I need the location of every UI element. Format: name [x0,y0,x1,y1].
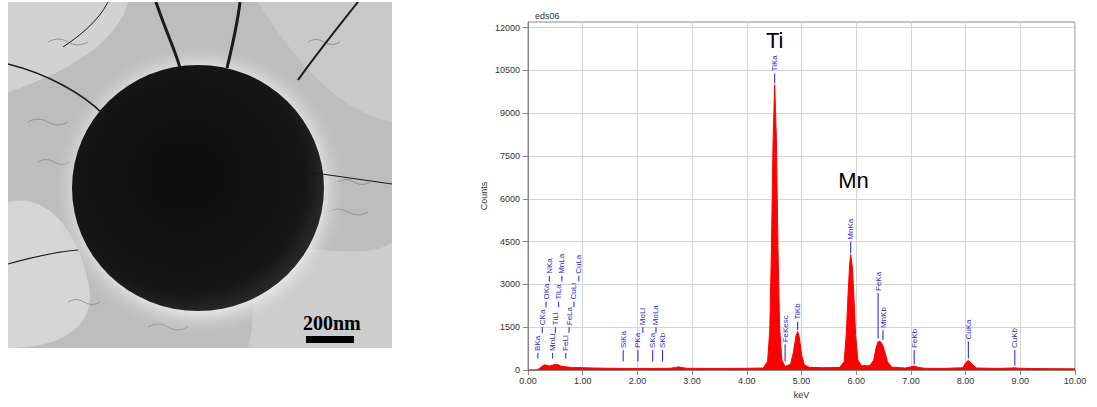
svg-text:7.00: 7.00 [902,376,920,386]
svg-text:CuLl: CuLl [569,283,578,300]
svg-text:4500: 4500 [500,237,520,247]
svg-text:3000: 3000 [500,279,520,289]
svg-text:FeKa: FeKa [874,271,883,291]
svg-text:CKa: CKa [538,309,547,325]
svg-text:Ti: Ti [766,28,784,53]
svg-text:CuKa: CuKa [964,319,973,340]
svg-text:SiKa: SiKa [619,331,628,348]
svg-text:200nm: 200nm [303,312,361,334]
svg-text:CuKb: CuKb [1010,327,1019,348]
svg-text:0.00: 0.00 [519,376,537,386]
svg-text:MoLa: MoLa [651,305,660,326]
svg-text:CuLa: CuLa [574,254,583,274]
svg-text:MnKb: MnKb [879,307,888,328]
svg-text:6.00: 6.00 [847,376,865,386]
svg-text:8.00: 8.00 [957,376,975,386]
svg-text:12000: 12000 [495,23,520,33]
svg-text:7500: 7500 [500,151,520,161]
svg-text:9000: 9000 [500,108,520,118]
svg-text:keV: keV [794,390,810,400]
svg-text:Counts: Counts [479,181,489,210]
svg-text:2.00: 2.00 [629,376,647,386]
svg-text:10500: 10500 [495,65,520,75]
svg-text:TiLa: TiLa [554,284,563,300]
svg-text:SKb: SKb [658,332,667,348]
svg-text:PKa: PKa [633,332,642,348]
svg-text:SKa: SKa [648,332,657,348]
svg-text:9.00: 9.00 [1012,376,1030,386]
svg-text:eds06: eds06 [535,11,560,21]
svg-text:MnLl: MnLl [548,333,557,351]
svg-text:Mn: Mn [838,168,869,193]
svg-text:5.00: 5.00 [793,376,811,386]
svg-text:6000: 6000 [500,194,520,204]
svg-text:OKa: OKa [542,283,551,300]
svg-text:TiKb: TiKb [793,303,802,320]
svg-text:1.00: 1.00 [574,376,592,386]
svg-text:MnKa: MnKa [846,218,855,239]
svg-text:MnLa: MnLa [557,253,566,274]
svg-text:0: 0 [515,365,520,375]
svg-text:FeLl: FeLl [561,335,570,351]
svg-text:BKa: BKa [533,335,542,351]
svg-text:MoLl: MoLl [638,308,647,326]
svg-text:3.00: 3.00 [683,376,701,386]
svg-text:4.00: 4.00 [738,376,756,386]
svg-text:FeKesc: FeKesc [781,315,790,342]
svg-text:10.00: 10.00 [1064,376,1087,386]
svg-text:FeKb: FeKb [910,328,919,348]
svg-text:TiLl: TiLl [551,312,560,325]
svg-text:TiKa: TiKa [770,55,779,72]
svg-text:FeLa: FeLa [565,306,574,325]
svg-text:NKa: NKa [545,258,554,274]
svg-text:1500: 1500 [500,322,520,332]
